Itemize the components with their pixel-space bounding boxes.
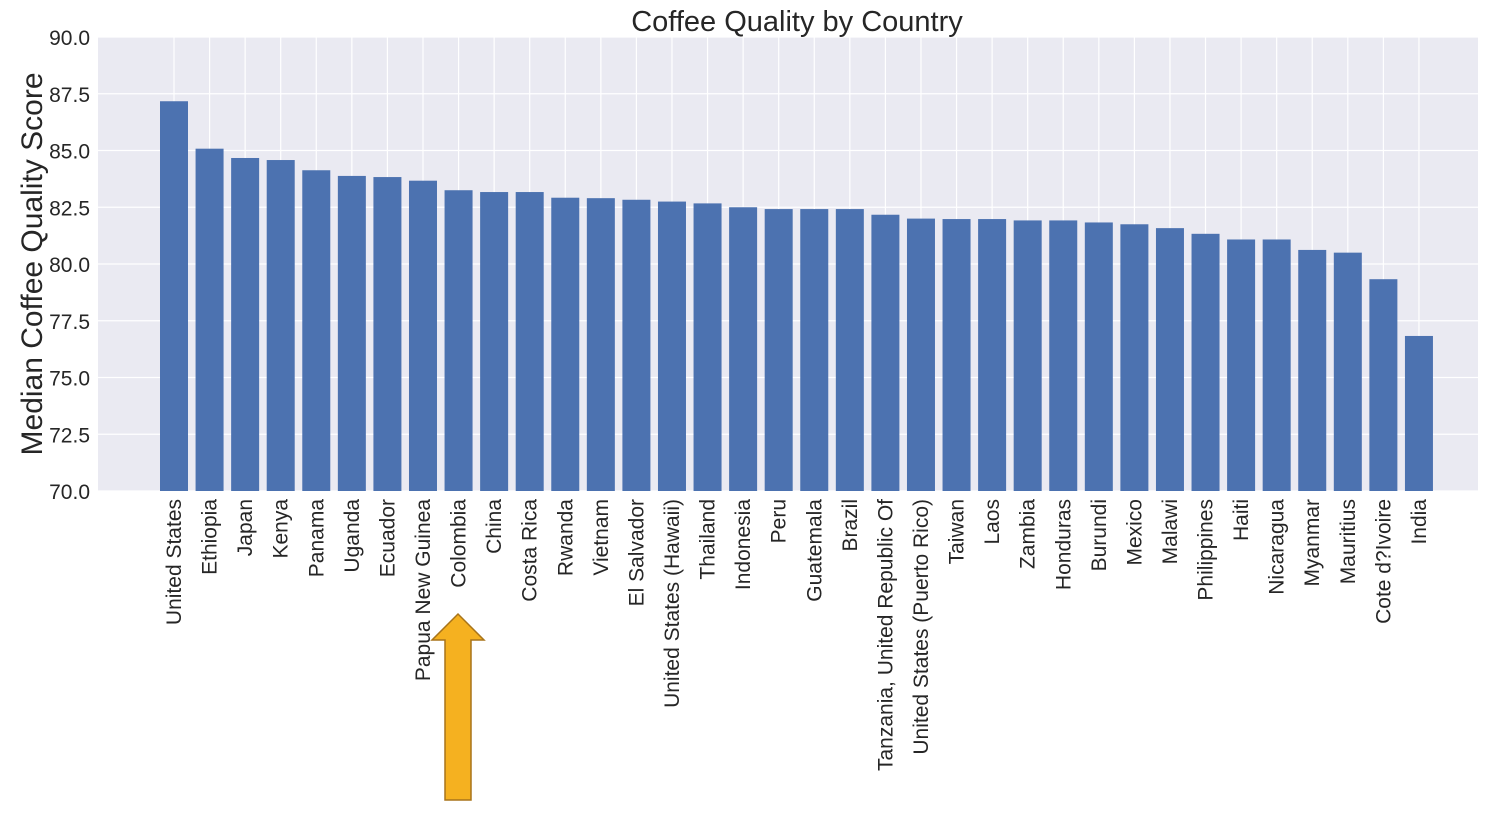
x-tick-label: Honduras — [1052, 499, 1075, 590]
y-tick-label: 90.0 — [49, 27, 90, 50]
bar-guatemala — [800, 209, 829, 492]
x-tick-label: Peru — [768, 499, 791, 543]
bar-cote-d-ivoire — [1369, 279, 1398, 491]
bar-malawi — [1155, 228, 1184, 491]
bar-ethiopia — [195, 148, 224, 491]
y-tick-label: 80.0 — [49, 254, 90, 277]
bar-costa-rica — [515, 192, 544, 491]
bar-el-salvador — [622, 199, 651, 491]
bar-japan — [231, 157, 260, 491]
bar-rwanda — [551, 197, 580, 491]
bar-papua-new-guinea — [408, 180, 437, 492]
bar-myanmar — [1298, 249, 1327, 491]
bar-china — [480, 192, 509, 491]
x-tick-label: Colombia — [448, 499, 471, 588]
y-tick-label: 75.0 — [49, 368, 90, 391]
x-tick-label: Kenya — [270, 499, 293, 559]
bar-burundi — [1084, 222, 1113, 492]
bar-kenya — [266, 160, 295, 491]
bar-indonesia — [729, 207, 758, 491]
y-axis-title: Median Coffee Quality Score — [16, 73, 49, 456]
bar-panama — [302, 170, 331, 491]
x-tick-label: Philippines — [1195, 499, 1218, 601]
bar-ecuador — [373, 177, 402, 491]
x-tick-label: China — [483, 499, 506, 554]
x-tick-label: Vietnam — [590, 499, 613, 576]
x-tick-label: Tanzania, United Republic Of — [874, 499, 897, 771]
bar-laos — [978, 219, 1007, 491]
bar-philippines — [1191, 233, 1220, 491]
x-tick-label: Myanmar — [1301, 499, 1324, 587]
y-tick-label: 77.5 — [49, 311, 90, 334]
x-tick-label: Ecuador — [376, 499, 399, 577]
y-tick-label: 82.5 — [49, 197, 90, 220]
highlight-arrow — [430, 612, 486, 801]
x-tick-label: Haiti — [1230, 499, 1253, 541]
bar-united-states — [160, 101, 188, 491]
bar-tanzania-united-republic-of — [871, 214, 900, 491]
x-tick-label: Malawi — [1159, 499, 1182, 564]
y-tick-label: 72.5 — [49, 424, 90, 447]
bar-colombia — [444, 190, 473, 491]
bar-mexico — [1120, 224, 1149, 491]
x-tick-label: Panama — [305, 499, 328, 578]
bars — [160, 101, 1433, 492]
x-tick-label: Mauritius — [1337, 499, 1360, 584]
x-tick-label: Cote d?Ivoire — [1372, 499, 1395, 624]
chart-title: Coffee Quality by Country — [631, 6, 963, 38]
x-tick-label: Guatemala — [803, 499, 826, 602]
x-tick-label: Rwanda — [554, 499, 577, 576]
x-tick-label: Nicaragua — [1266, 499, 1289, 595]
bar-peru — [764, 209, 793, 492]
x-tick-label: Burundi — [1088, 499, 1111, 571]
x-tick-label: Ethiopia — [199, 499, 222, 575]
bar-brazil — [835, 209, 864, 492]
bar-nicaragua — [1262, 239, 1291, 491]
x-tick-label: United States (Puerto Rico) — [910, 499, 933, 755]
x-tick-label: Brazil — [839, 499, 862, 552]
x-tick-label: Indonesia — [732, 499, 755, 590]
bar-haiti — [1227, 239, 1256, 491]
x-tick-label: Uganda — [341, 499, 364, 573]
bar-mauritius — [1333, 252, 1362, 491]
x-tick-label: Taiwan — [946, 499, 969, 564]
x-tick-label: Papua New Guinea — [412, 499, 435, 681]
x-tick-labels: United States Ethiopia Japan Kenya Panama Uga… — [163, 499, 1431, 771]
x-tick-label: Zambia — [1017, 499, 1040, 569]
x-tick-label: Mexico — [1123, 499, 1146, 566]
bar-honduras — [1049, 220, 1078, 491]
x-tick-label: El Salvador — [625, 499, 648, 606]
bar-uganda — [337, 175, 366, 491]
bar-india — [1404, 335, 1433, 491]
y-tick-label: 87.5 — [49, 84, 90, 107]
y-tick-label: 70.0 — [49, 481, 90, 504]
bar-united-states-puerto-rico — [906, 218, 935, 491]
bar-zambia — [1013, 220, 1042, 491]
y-tick-labels: 70.0 72.5 75.0 77.5 80.0 82.5 85.0 87.5 90.0 — [49, 27, 90, 504]
x-tick-label: Thailand — [697, 499, 720, 580]
y-tick-label: 85.0 — [49, 141, 90, 164]
x-tick-label: United States (Hawaii) — [661, 499, 684, 708]
bar-thailand — [693, 203, 722, 492]
x-tick-label: Japan — [234, 499, 257, 556]
x-tick-label: Laos — [981, 499, 1004, 545]
x-tick-label: Costa Rica — [519, 499, 542, 602]
bar-taiwan — [942, 219, 971, 491]
x-tick-label: United States — [163, 499, 186, 625]
bar-united-states-hawaii — [657, 201, 686, 491]
bar-vietnam — [586, 198, 615, 492]
x-tick-label: India — [1408, 499, 1431, 545]
